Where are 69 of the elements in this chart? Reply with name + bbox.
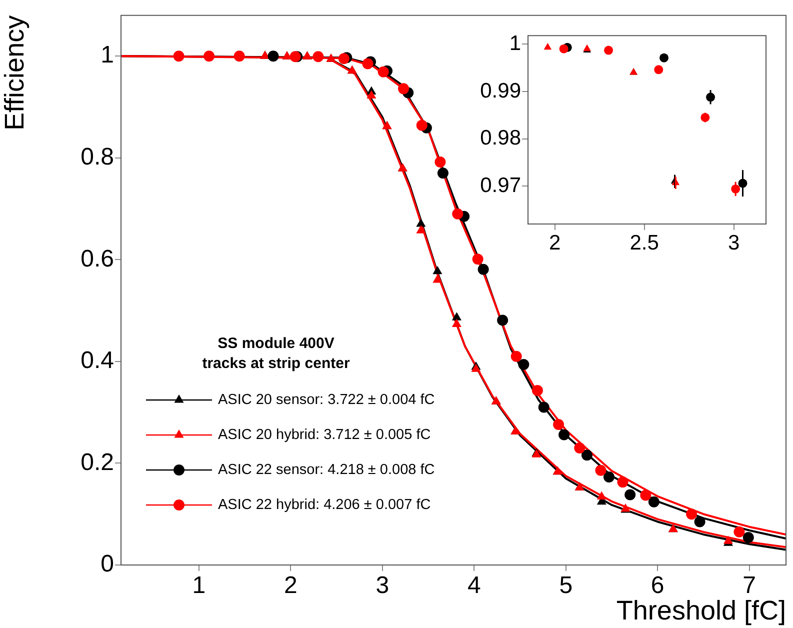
legend-label: ASIC 22 hybrid: 4.206 ± 0.007 fC bbox=[218, 497, 431, 513]
point bbox=[452, 318, 462, 328]
point bbox=[617, 476, 628, 488]
x-tick-label: 5 bbox=[559, 572, 573, 600]
y-tick-label: 1 bbox=[100, 42, 114, 69]
point bbox=[742, 532, 754, 544]
point bbox=[173, 50, 184, 62]
y-tick-label: 0.99 bbox=[480, 79, 521, 102]
point bbox=[416, 120, 428, 131]
point bbox=[603, 471, 614, 482]
x-tick-label: 4 bbox=[467, 572, 481, 600]
point bbox=[510, 350, 522, 362]
x-tick-label: 2 bbox=[284, 572, 298, 600]
x-tick-label: 3 bbox=[376, 572, 390, 600]
y-tick-label: 1 bbox=[509, 32, 521, 55]
y-tick-label: 0.98 bbox=[480, 126, 521, 150]
y-tick-label: 0.6 bbox=[80, 245, 114, 272]
y-tick-label: 0.4 bbox=[80, 347, 114, 374]
point bbox=[366, 90, 376, 99]
x-tick-label: 2.5 bbox=[630, 231, 659, 254]
y-tick-label: 0.2 bbox=[80, 448, 114, 476]
x-tick-label: 1 bbox=[192, 572, 206, 600]
legend-title: SS module 400V tracks at strip center bbox=[202, 335, 350, 372]
legend-label: ASIC 22 sensor: 4.218 ± 0.008 fC bbox=[218, 462, 435, 478]
point bbox=[398, 83, 410, 94]
point bbox=[452, 312, 462, 320]
point bbox=[595, 464, 606, 476]
point bbox=[686, 508, 698, 520]
point bbox=[532, 384, 543, 396]
y-axis-title: Efficiency bbox=[0, 14, 30, 130]
point bbox=[268, 50, 279, 62]
point bbox=[204, 50, 215, 62]
legend-label: ASIC 20 hybrid: 3.712 ± 0.005 fC bbox=[218, 427, 431, 443]
point bbox=[648, 496, 660, 508]
point bbox=[434, 156, 446, 168]
point bbox=[518, 359, 530, 370]
point bbox=[416, 218, 426, 227]
point bbox=[432, 274, 442, 283]
y-tick-label: 0.97 bbox=[480, 174, 521, 197]
point bbox=[472, 254, 484, 265]
point bbox=[544, 42, 552, 50]
legend-label: ASIC 20 sensor: 3.722 ± 0.004 fC bbox=[218, 392, 435, 408]
point bbox=[694, 516, 706, 528]
x-tick-label: 3 bbox=[728, 231, 740, 254]
point bbox=[312, 51, 324, 62]
point bbox=[416, 225, 426, 234]
point bbox=[497, 314, 508, 326]
point bbox=[538, 402, 550, 413]
point bbox=[559, 44, 568, 54]
point bbox=[734, 526, 745, 538]
y-tick-label: 0.8 bbox=[80, 144, 114, 171]
point bbox=[338, 53, 350, 64]
point bbox=[437, 168, 448, 179]
point bbox=[640, 490, 652, 501]
point bbox=[432, 266, 442, 274]
point bbox=[553, 419, 564, 430]
point bbox=[574, 442, 586, 454]
point bbox=[596, 491, 606, 500]
point bbox=[478, 264, 489, 275]
point bbox=[362, 58, 374, 70]
point bbox=[624, 489, 636, 500]
point bbox=[604, 46, 614, 55]
point bbox=[581, 450, 592, 461]
point bbox=[234, 50, 245, 62]
x-tick-label: 2 bbox=[549, 231, 561, 254]
point bbox=[558, 429, 570, 440]
point bbox=[378, 66, 389, 78]
y-tick-label: 0 bbox=[100, 550, 114, 578]
point bbox=[452, 208, 464, 220]
